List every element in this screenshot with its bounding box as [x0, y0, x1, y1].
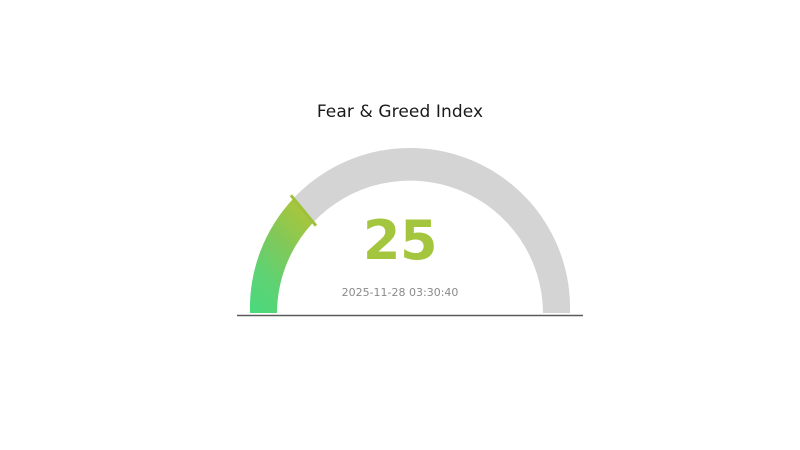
page-title: Fear & Greed Index	[316, 102, 484, 122]
gauge-track-arc	[293, 147, 571, 313]
gauge-value-arc	[249, 198, 314, 313]
gauge-value: 25	[362, 209, 438, 272]
gauge-timestamp: 2025-11-28 03:30:40	[341, 286, 459, 299]
gauge-value-marker-icon	[289, 194, 318, 227]
